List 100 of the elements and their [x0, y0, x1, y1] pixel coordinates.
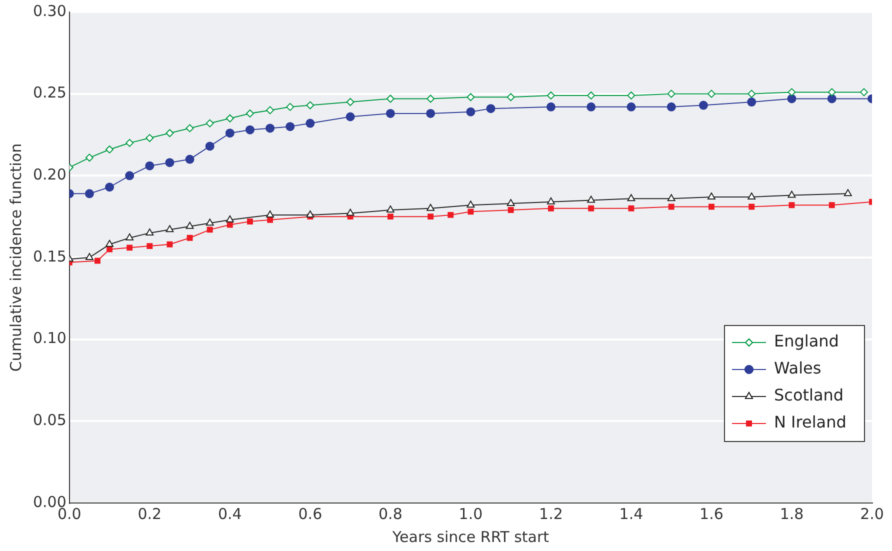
x-tick-label: 0.2: [138, 504, 162, 523]
point: [698, 100, 708, 110]
point: [844, 189, 852, 196]
point: [206, 119, 214, 128]
point: [247, 218, 253, 224]
point: [827, 94, 836, 104]
point: [166, 241, 173, 248]
point: [546, 102, 556, 112]
point: [828, 88, 836, 96]
point: [828, 202, 835, 208]
point: [86, 253, 94, 260]
point: [448, 212, 454, 218]
point: [860, 88, 868, 96]
legend-label: N Ireland: [774, 412, 846, 432]
point: [206, 226, 213, 233]
x-tick-label: 1.6: [700, 504, 724, 523]
point: [166, 225, 174, 232]
x-tick-label: 0.4: [218, 504, 242, 523]
point: [707, 90, 716, 98]
point: [587, 196, 596, 203]
point: [508, 207, 514, 214]
point: [748, 204, 755, 210]
point: [386, 206, 394, 213]
point: [426, 204, 435, 211]
y-tick-label: 0.15: [32, 247, 66, 266]
point: [386, 94, 394, 103]
point: [626, 102, 636, 112]
point: [266, 124, 275, 133]
y-tick-label: 0.25: [32, 84, 66, 102]
point: [387, 214, 394, 220]
legend-label: England: [774, 332, 839, 351]
point: [84, 189, 94, 198]
point: [468, 208, 474, 215]
x-tick-label: 1.0: [458, 504, 483, 523]
point: [185, 154, 194, 164]
point: [787, 94, 796, 104]
point: [587, 91, 596, 100]
point: [486, 104, 496, 114]
point: [286, 102, 294, 111]
point: [246, 109, 254, 118]
point: [708, 192, 716, 200]
point: [748, 192, 756, 200]
point: [747, 98, 756, 107]
point: [106, 145, 114, 154]
point: [266, 210, 274, 218]
point: [346, 208, 354, 216]
point: [466, 93, 475, 102]
point: [105, 182, 114, 192]
point: [426, 108, 436, 118]
point: [226, 215, 234, 222]
x-tick-label: 1.4: [619, 504, 644, 523]
point: [226, 114, 234, 122]
point: [145, 161, 154, 170]
point: [306, 118, 315, 128]
point: [588, 205, 594, 212]
legend-label: Scotland: [774, 386, 844, 405]
point: [186, 234, 193, 241]
point: [667, 90, 676, 98]
point: [748, 90, 756, 98]
x-tick-label: 0.6: [298, 504, 322, 523]
point: [165, 158, 174, 168]
point: [146, 134, 154, 142]
y-axis-title: Cumulative incidence function: [6, 143, 25, 372]
point: [126, 233, 134, 240]
point: [85, 154, 94, 162]
x-tick-label: 1.8: [780, 504, 804, 523]
y-tick-label: 0.05: [32, 411, 66, 430]
point: [586, 102, 596, 112]
point: [386, 108, 395, 118]
point: [346, 98, 354, 106]
point: [426, 94, 435, 103]
y-tick-label: 0.10: [32, 329, 66, 348]
point: [627, 91, 636, 100]
point: [548, 205, 554, 212]
point: [206, 218, 214, 226]
point: [466, 107, 476, 116]
point: [286, 122, 295, 132]
y-tick-label: 0.20: [32, 166, 66, 184]
point: [667, 194, 676, 202]
point: [186, 124, 194, 132]
x-tick-label: 2.0: [860, 504, 884, 523]
point: [546, 197, 555, 204]
point: [428, 214, 434, 220]
point: [466, 200, 475, 208]
point: [125, 171, 134, 180]
point: [306, 101, 314, 110]
point: [666, 102, 676, 112]
legend-label: Wales: [774, 358, 822, 378]
point: [627, 194, 636, 202]
point: [668, 204, 674, 210]
point: [506, 198, 515, 206]
point: [306, 210, 314, 218]
point: [788, 88, 796, 96]
point: [506, 93, 515, 102]
point: [146, 228, 154, 236]
point: [126, 244, 133, 251]
x-tick-label: 0.8: [378, 504, 402, 523]
point: [106, 246, 113, 252]
point: [106, 240, 114, 247]
y-tick-label: 0.30: [32, 2, 66, 20]
